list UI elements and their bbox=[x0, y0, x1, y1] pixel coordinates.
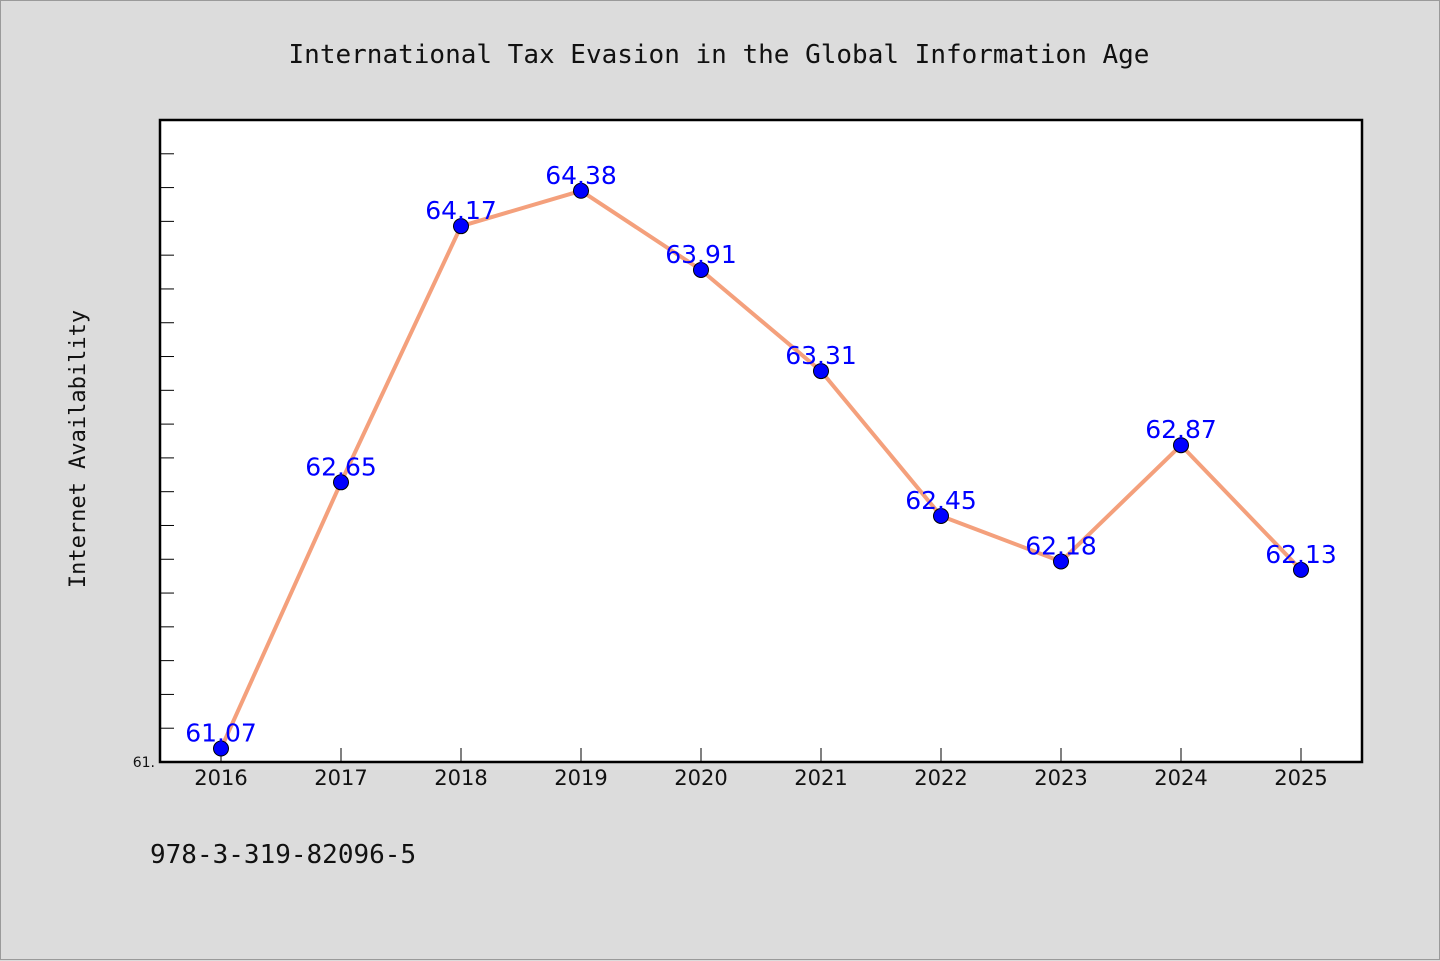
x-tick-label: 2018 bbox=[434, 766, 487, 790]
x-tick-label: 2023 bbox=[1034, 766, 1087, 790]
data-point bbox=[693, 261, 709, 278]
isbn-footer: 978-3-319-82096-5 bbox=[150, 840, 416, 870]
x-tick-label: 2021 bbox=[794, 766, 847, 790]
data-label: 63.91 bbox=[665, 240, 737, 269]
series-markers bbox=[213, 182, 1309, 757]
x-tick-label: 2020 bbox=[674, 766, 727, 790]
data-point bbox=[813, 363, 829, 380]
data-labels: 61.07 62.65 64.17 64.38 63.91 63.31 62.45 62.18… bbox=[185, 161, 1337, 748]
x-tick-label: 2019 bbox=[554, 766, 607, 790]
data-label: 62.13 bbox=[1265, 540, 1337, 569]
data-label: 62.65 bbox=[305, 452, 377, 481]
data-label: 64.17 bbox=[425, 196, 497, 225]
data-point bbox=[1173, 437, 1189, 454]
chart-title: International Tax Evasion in the Global … bbox=[289, 40, 1150, 70]
data-point bbox=[573, 182, 589, 199]
data-point bbox=[933, 507, 949, 524]
y-axis-ticks bbox=[160, 153, 174, 729]
x-tick-label: 2025 bbox=[1274, 766, 1327, 790]
data-point bbox=[1293, 561, 1309, 578]
data-point bbox=[333, 474, 349, 491]
data-point bbox=[1053, 553, 1069, 570]
y-axis-label: Internet Availability bbox=[66, 310, 91, 588]
data-label: 62.45 bbox=[905, 486, 977, 515]
data-point bbox=[213, 740, 229, 757]
series-line-group bbox=[219, 188, 1303, 750]
data-label: 63.31 bbox=[785, 341, 857, 370]
x-tick-label: 2022 bbox=[914, 766, 967, 790]
series-line bbox=[219, 188, 1303, 750]
data-label: 64.38 bbox=[545, 161, 617, 190]
data-label: 62.18 bbox=[1025, 531, 1097, 560]
x-tick-label: 2016 bbox=[194, 766, 247, 790]
x-tick-label: 2017 bbox=[314, 766, 367, 790]
x-tick-label: 2024 bbox=[1154, 766, 1207, 790]
data-label: 61.07 bbox=[185, 719, 257, 748]
y-tick-label: 61. bbox=[133, 755, 155, 771]
data-label: 62.87 bbox=[1145, 415, 1217, 444]
data-point bbox=[453, 218, 469, 235]
